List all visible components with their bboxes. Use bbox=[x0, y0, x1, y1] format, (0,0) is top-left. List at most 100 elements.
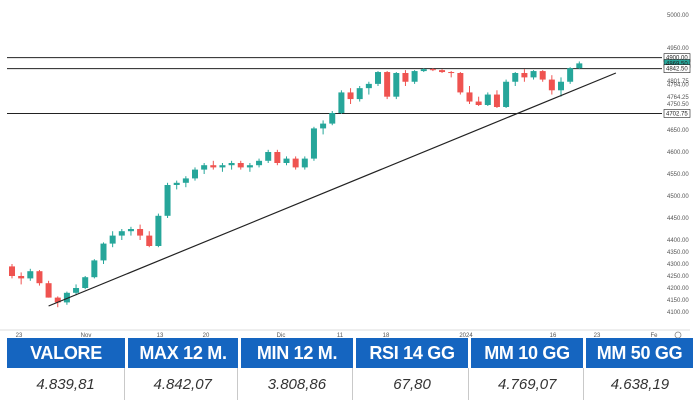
candle-body bbox=[558, 81, 564, 91]
candle-body bbox=[27, 271, 34, 279]
candle-body bbox=[439, 70, 446, 73]
price-chart: 5000.00 4950.00 4801.75 4794.00 4764.25 4750.… bbox=[0, 13, 691, 338]
candle-body bbox=[192, 169, 198, 179]
candle-body bbox=[36, 271, 43, 284]
x-tick-label: Dic bbox=[277, 333, 286, 338]
candle-body bbox=[384, 72, 391, 97]
header-min-12m: MIN 12 M. bbox=[241, 338, 353, 368]
candle-body bbox=[146, 235, 153, 246]
x-tick-label: 23 bbox=[594, 333, 601, 338]
stats-table: VALORE MAX 12 M. MIN 12 M. RSI 14 GG MM … bbox=[7, 338, 693, 400]
value-mm-50gg: 4.638,19 bbox=[610, 375, 670, 393]
candle-body bbox=[109, 235, 116, 244]
y-tick-label: 4550.00 bbox=[667, 172, 689, 178]
header-valore: VALORE bbox=[7, 338, 125, 368]
candle-body bbox=[237, 163, 244, 168]
candle-body bbox=[73, 288, 80, 293]
candle-body bbox=[356, 88, 363, 100]
value-rsi-14gg: 67,80 bbox=[356, 368, 469, 400]
stats-value-row: 4.839,81 4.842,07 3.808,86 67,80 4.769,0… bbox=[7, 368, 693, 400]
x-tick-label: 2024 bbox=[459, 333, 473, 338]
candle-body bbox=[219, 165, 226, 168]
chart-settings-icon bbox=[674, 331, 682, 338]
x-tick-label: Nov bbox=[81, 333, 92, 338]
candle-body bbox=[411, 71, 418, 82]
y-tick-label: 4600.00 bbox=[667, 150, 689, 156]
y-tick-label: 4200.00 bbox=[667, 286, 689, 292]
candle-body bbox=[274, 152, 281, 163]
candle-body bbox=[54, 297, 61, 303]
candle-body bbox=[429, 69, 436, 71]
candle-body bbox=[127, 229, 134, 232]
candle-body bbox=[292, 158, 299, 168]
y-tick-label: 4950.00 bbox=[667, 46, 689, 52]
stats-header-row: VALORE MAX 12 M. MIN 12 M. RSI 14 GG MM … bbox=[7, 338, 693, 368]
candle-body bbox=[320, 123, 327, 129]
candle-body bbox=[539, 71, 546, 80]
candle-body bbox=[375, 72, 381, 84]
value-min-12m: 3.808,86 bbox=[241, 368, 354, 400]
candle-body bbox=[82, 277, 89, 288]
y-tick-label: 4350.00 bbox=[667, 250, 689, 256]
candle-body bbox=[310, 128, 317, 159]
header-mm-50gg: MM 50 GG bbox=[586, 338, 693, 368]
candle-body bbox=[457, 73, 464, 93]
y-tick-label: 4300.00 bbox=[667, 262, 689, 268]
candle-body bbox=[393, 73, 400, 97]
candle-body bbox=[228, 163, 235, 166]
candle-body bbox=[182, 178, 189, 183]
candle-body bbox=[484, 94, 491, 105]
x-tick-label: 11 bbox=[337, 333, 344, 338]
header-mm-10gg: MM 10 GG bbox=[471, 338, 583, 368]
value-valore: 4.839,81 bbox=[7, 368, 126, 400]
candle-body bbox=[256, 160, 263, 166]
y-tick-label: 4100.00 bbox=[667, 310, 689, 316]
y-tick-label: 4764.25 bbox=[667, 95, 689, 101]
candle-body bbox=[576, 63, 583, 69]
candle-body bbox=[137, 229, 144, 236]
candle-body bbox=[402, 73, 409, 82]
candle-body bbox=[63, 292, 70, 303]
candle-body bbox=[493, 94, 500, 107]
price-tag-box-3 bbox=[663, 109, 691, 118]
candle-body bbox=[118, 231, 125, 236]
candle-body bbox=[45, 283, 52, 298]
x-tick-label: 20 bbox=[203, 333, 210, 338]
candle-body bbox=[155, 215, 162, 246]
candle-body bbox=[475, 101, 482, 105]
candle-body bbox=[548, 79, 555, 91]
x-tick-label: 18 bbox=[383, 333, 390, 338]
candle-body bbox=[365, 83, 372, 89]
x-tick-label: 13 bbox=[157, 333, 164, 338]
candle-body bbox=[512, 73, 519, 82]
value-max-12m: 4.842,07 bbox=[128, 368, 239, 400]
candle-body bbox=[18, 276, 25, 279]
candle-body bbox=[9, 266, 15, 276]
y-tick-label: 4150.00 bbox=[667, 298, 689, 304]
y-tick-label: 4794.00 bbox=[667, 82, 689, 88]
candle-body bbox=[210, 165, 217, 168]
header-max-12m: MAX 12 M. bbox=[128, 338, 238, 368]
candle-body bbox=[100, 243, 107, 261]
candle-body bbox=[420, 69, 427, 72]
candle-body bbox=[173, 182, 180, 185]
candle-body bbox=[329, 113, 336, 124]
y-tick-label: 4400.00 bbox=[667, 238, 689, 244]
y-tick-label: 4650.00 bbox=[667, 128, 689, 134]
y-tick-label: 4250.00 bbox=[667, 274, 689, 280]
candle-body bbox=[246, 165, 253, 168]
price-tag-label-2: 4842.50 bbox=[666, 67, 688, 73]
candle-body bbox=[301, 158, 308, 168]
y-tick-label: 4801.75 bbox=[667, 79, 689, 85]
candle-body bbox=[503, 81, 510, 107]
y-tick-label: 4450.00 bbox=[667, 216, 689, 222]
value-mm-10gg: 4.769,07 bbox=[472, 368, 584, 400]
candle-body bbox=[164, 185, 171, 216]
candle-body bbox=[338, 92, 345, 113]
candle-body bbox=[448, 72, 455, 74]
candle-body bbox=[466, 92, 473, 102]
price-tag-box-2 bbox=[663, 64, 691, 73]
price-tag-label-0: 4900.00 bbox=[666, 56, 688, 62]
x-tick-label: Fe bbox=[650, 333, 658, 338]
